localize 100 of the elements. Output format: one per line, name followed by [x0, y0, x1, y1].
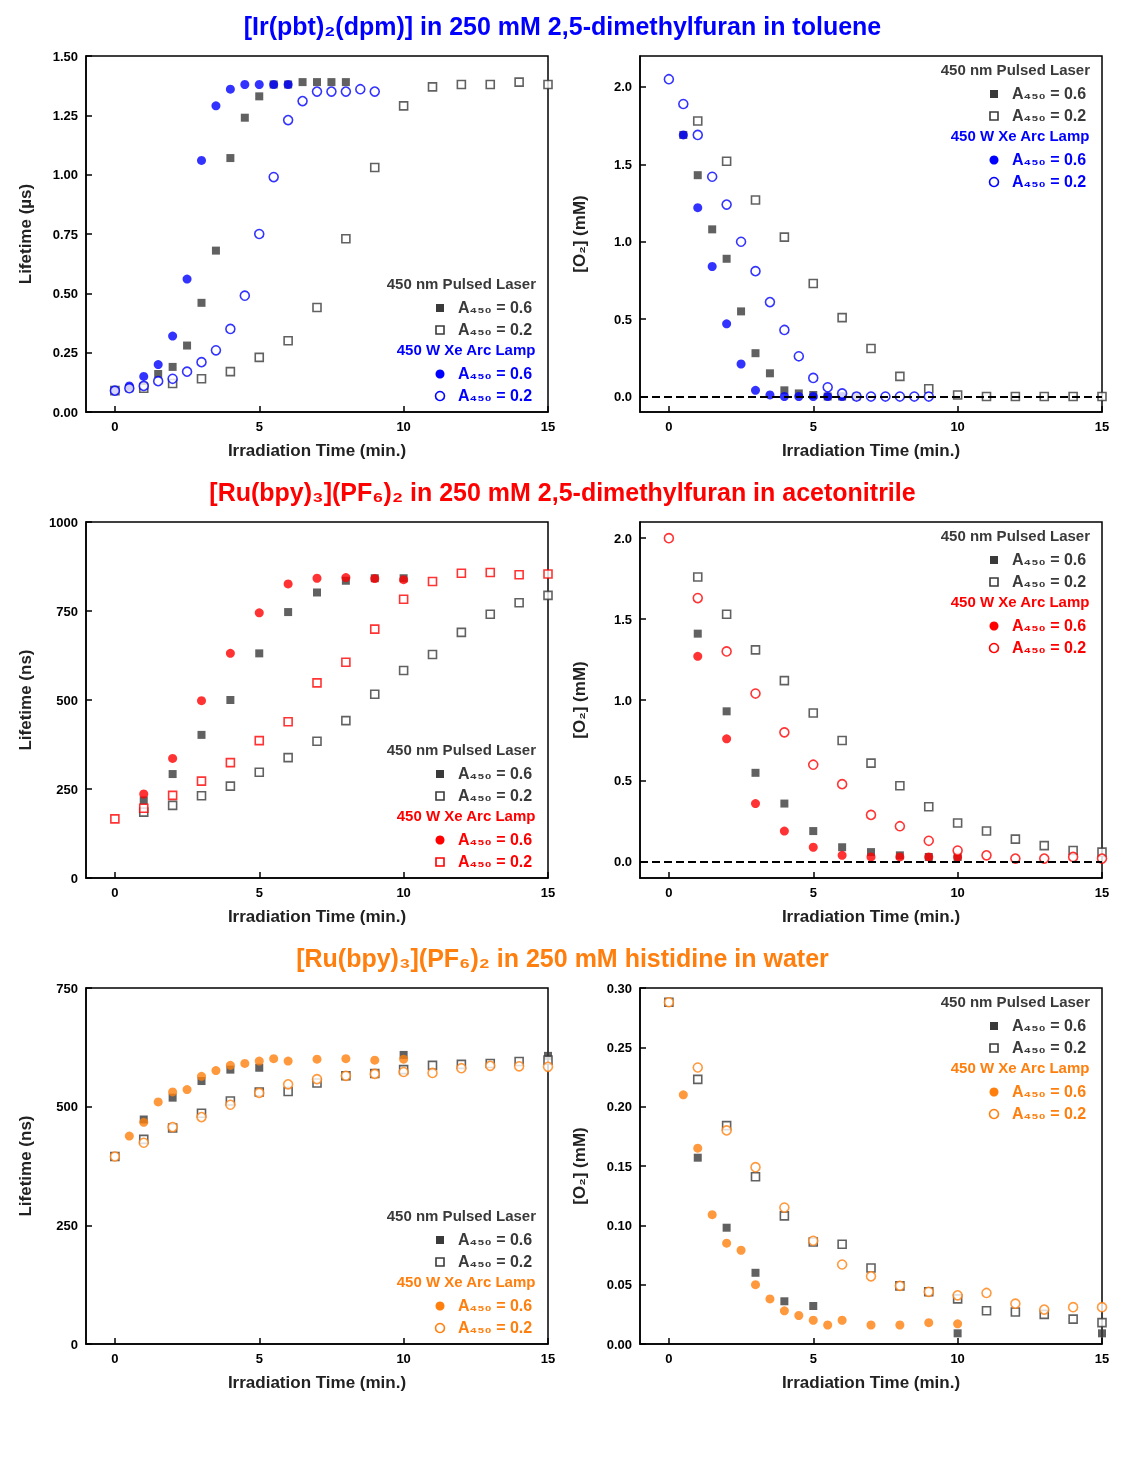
x-tick-label: 5 — [255, 1351, 263, 1366]
y-tick-label: 0.0 — [613, 854, 632, 870]
chart-title: [Ru(bpy)₃](PF₆)₂ in 250 mM 2,5-dimethylfuran in acetonitrile — [208, 477, 917, 508]
y-tick-label: 0.15 — [606, 1158, 632, 1174]
y-tick-label: 0.25 — [606, 1039, 632, 1055]
y-axis-title: Lifetime (ns) — [16, 1115, 35, 1217]
y-tick-label: 0.10 — [606, 1217, 632, 1233]
x-axis-title: Irradiation Time (min.) — [781, 1373, 961, 1392]
x-tick-label: 5 — [809, 1351, 817, 1366]
x-tick-label: 10 — [396, 419, 411, 434]
y-tick-label: 2.0 — [613, 79, 632, 95]
x-tick-label: 10 — [950, 1351, 965, 1366]
y-tick-label: 0.75 — [52, 226, 78, 242]
y-axis-title: [O₂] (mM) — [570, 1127, 589, 1205]
x-axis-title: Irradiation Time (min.) — [227, 907, 407, 926]
annotation: 450 W Xe Arc Lamp — [396, 341, 536, 358]
legend-label: A₄₅₀ = 0.2 — [458, 1252, 533, 1270]
legend-label: A₄₅₀ = 0.2 — [1012, 1104, 1087, 1122]
x-tick-label: 15 — [540, 419, 556, 434]
y-tick-label: 250 — [56, 1217, 78, 1233]
y-tick-label: 0 — [70, 870, 78, 886]
legend-label: A₄₅₀ = 0.6 — [1012, 84, 1087, 102]
legend-label: A₄₅₀ = 0.6 — [458, 764, 533, 782]
x-axis-title: Irradiation Time (min.) — [781, 441, 961, 460]
annotation: 450 nm Pulsed Laser — [386, 1207, 537, 1224]
y-tick-label: 0.00 — [606, 1336, 632, 1352]
x-tick-label: 10 — [396, 885, 411, 900]
x-tick-label: 15 — [540, 885, 556, 900]
y-tick-label: 1.0 — [613, 234, 632, 250]
annotation: 450 W Xe Arc Lamp — [950, 593, 1090, 610]
y-tick-label: 750 — [56, 980, 78, 996]
legend-label: A₄₅₀ = 0.6 — [1012, 616, 1087, 634]
x-tick-label: 15 — [1094, 1351, 1110, 1366]
y-axis-title: Lifetime (ns) — [16, 649, 35, 751]
annotation: 450 nm Pulsed Laser — [940, 61, 1091, 78]
x-tick-label: 0 — [665, 885, 673, 900]
x-tick-label: 0 — [665, 419, 673, 434]
annotation: 450 nm Pulsed Laser — [940, 527, 1091, 544]
y-axis-title: Lifetime (µs) — [16, 183, 35, 285]
legend-label: A₄₅₀ = 0.6 — [458, 1296, 533, 1314]
x-axis-title: Irradiation Time (min.) — [227, 441, 407, 460]
x-tick-label: 5 — [255, 885, 263, 900]
annotation: 450 W Xe Arc Lamp — [396, 1273, 536, 1290]
y-tick-label: 500 — [56, 692, 78, 708]
y-tick-label: 2.0 — [613, 530, 632, 546]
x-tick-label: 0 — [665, 1351, 673, 1366]
annotation: 450 W Xe Arc Lamp — [396, 807, 536, 824]
y-axis-title: [O₂] (mM) — [570, 195, 589, 273]
annotation: 450 W Xe Arc Lamp — [950, 127, 1090, 144]
legend-label: A₄₅₀ = 0.2 — [1012, 106, 1087, 124]
y-axis-title: [O₂] (mM) — [570, 661, 589, 739]
legend-label: A₄₅₀ = 0.6 — [1012, 150, 1087, 168]
legend-label: A₄₅₀ = 0.2 — [1012, 172, 1087, 190]
y-tick-label: 1.5 — [613, 611, 632, 627]
y-tick-label: 1000 — [49, 514, 78, 530]
x-tick-label: 10 — [396, 1351, 411, 1366]
y-tick-label: 0.5 — [613, 311, 632, 327]
legend-label: A₄₅₀ = 0.6 — [458, 830, 533, 848]
x-tick-label: 15 — [540, 1351, 556, 1366]
y-tick-label: 0 — [70, 1336, 78, 1352]
y-tick-label: 0.20 — [606, 1099, 632, 1115]
x-tick-label: 10 — [950, 419, 965, 434]
x-axis-title: Irradiation Time (min.) — [781, 907, 961, 926]
legend-label: A₄₅₀ = 0.2 — [1012, 1038, 1087, 1056]
annotation: 450 nm Pulsed Laser — [386, 741, 537, 758]
y-tick-label: 1.00 — [52, 167, 78, 183]
y-tick-label: 0.5 — [613, 773, 632, 789]
y-tick-label: 500 — [56, 1099, 78, 1115]
y-tick-label: 0.30 — [606, 980, 632, 996]
legend-label: A₄₅₀ = 0.2 — [1012, 572, 1087, 590]
legend-label: A₄₅₀ = 0.6 — [458, 298, 533, 316]
y-tick-label: 1.0 — [613, 692, 632, 708]
legend-label: A₄₅₀ = 0.6 — [458, 364, 533, 382]
y-tick-label: 750 — [56, 603, 78, 619]
x-tick-label: 5 — [809, 419, 817, 434]
x-tick-label: 0 — [111, 1351, 119, 1366]
y-tick-label: 0.00 — [52, 404, 78, 420]
x-tick-label: 15 — [1094, 885, 1110, 900]
legend-label: A₄₅₀ = 0.6 — [1012, 550, 1087, 568]
x-axis-title: Irradiation Time (min.) — [227, 1373, 407, 1392]
legend-label: A₄₅₀ = 0.6 — [1012, 1082, 1087, 1100]
y-tick-label: 0.0 — [613, 389, 632, 405]
x-tick-label: 0 — [111, 419, 119, 434]
y-tick-label: 1.50 — [52, 48, 78, 64]
legend-label: A₄₅₀ = 0.2 — [458, 786, 533, 804]
annotation: 450 W Xe Arc Lamp — [950, 1059, 1090, 1076]
y-tick-label: 0.50 — [52, 285, 78, 301]
y-tick-label: 1.5 — [613, 156, 632, 172]
annotation: 450 nm Pulsed Laser — [940, 993, 1091, 1010]
legend-label: A₄₅₀ = 0.2 — [1012, 638, 1087, 656]
y-tick-label: 1.25 — [52, 107, 78, 123]
legend-label: A₄₅₀ = 0.6 — [458, 1230, 533, 1248]
chart-title: [Ru(bpy)₃](PF₆)₂ in 250 mM histidine in water — [295, 943, 830, 974]
x-tick-label: 5 — [809, 885, 817, 900]
legend-label: A₄₅₀ = 0.2 — [458, 320, 533, 338]
legend-label: A₄₅₀ = 0.2 — [458, 386, 533, 404]
legend-label: A₄₅₀ = 0.6 — [1012, 1016, 1087, 1034]
x-tick-label: 0 — [111, 885, 119, 900]
chart-title: [Ir(pbt)₂(dpm)] in 250 mM 2,5-dimethylfuran in toluene — [242, 11, 883, 42]
x-tick-label: 5 — [255, 419, 263, 434]
